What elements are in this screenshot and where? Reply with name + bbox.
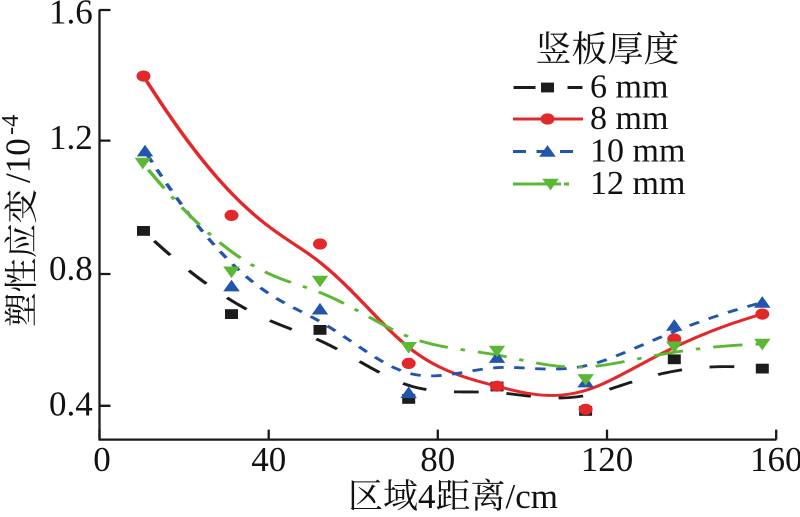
svg-text:10 mm: 10 mm xyxy=(590,133,685,170)
svg-text:40: 40 xyxy=(251,440,286,479)
svg-text:8 mm: 8 mm xyxy=(590,100,668,137)
svg-text:/cm: /cm xyxy=(506,477,558,516)
svg-text:0: 0 xyxy=(93,440,111,479)
svg-text:0.8: 0.8 xyxy=(49,249,93,288)
svg-text:1.2: 1.2 xyxy=(49,118,93,157)
svg-text:0.4: 0.4 xyxy=(49,385,93,424)
svg-text:12 mm: 12 mm xyxy=(590,165,685,202)
svg-text:6 mm: 6 mm xyxy=(590,69,668,106)
svg-text:120: 120 xyxy=(581,440,634,479)
svg-text:-4: -4 xyxy=(0,115,24,135)
svg-text:1.6: 1.6 xyxy=(49,0,93,31)
svg-text:80: 80 xyxy=(420,440,455,479)
svg-text:/10: /10 xyxy=(0,138,38,183)
svg-text:4: 4 xyxy=(418,477,436,516)
svg-text:160: 160 xyxy=(750,440,800,479)
